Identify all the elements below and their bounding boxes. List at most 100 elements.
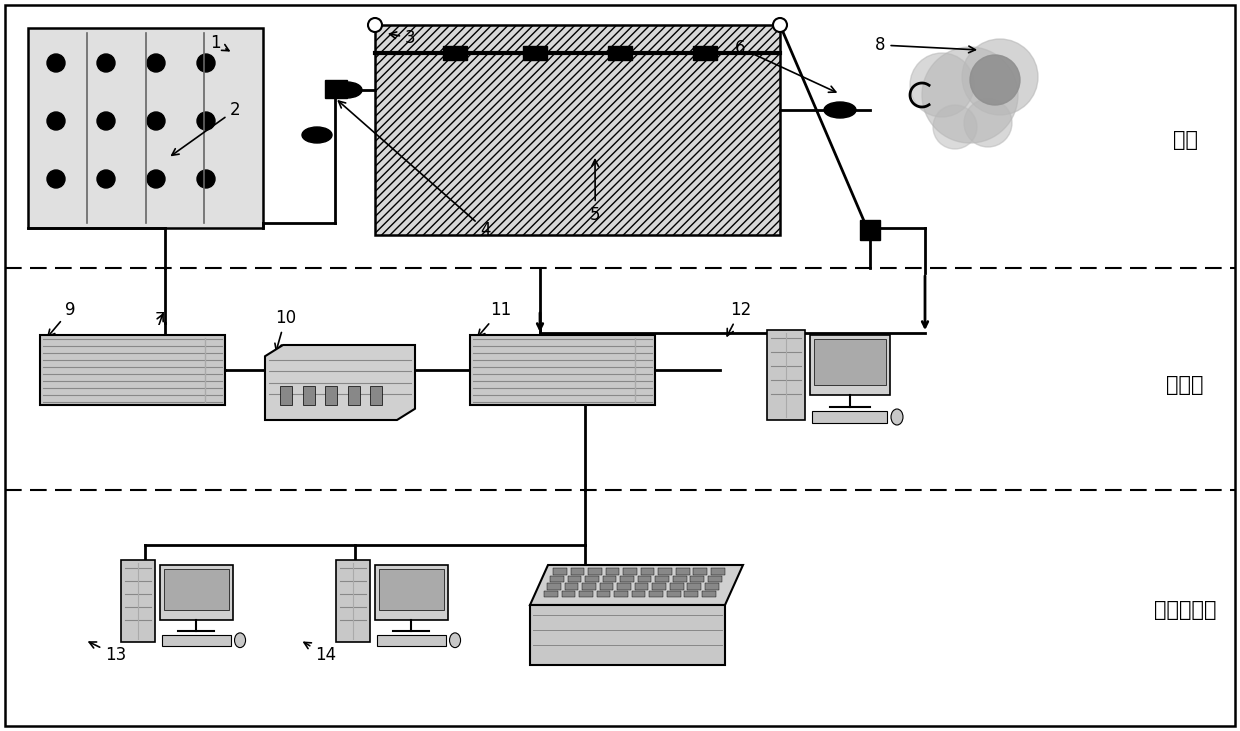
Polygon shape	[529, 605, 725, 665]
Bar	[711, 568, 724, 575]
Bar	[160, 565, 233, 620]
Bar	[553, 568, 567, 575]
Circle shape	[97, 170, 115, 188]
Bar	[568, 575, 582, 582]
Bar	[861, 220, 880, 240]
Circle shape	[923, 47, 1018, 143]
Bar	[588, 568, 601, 575]
Bar	[280, 386, 291, 405]
Text: 4: 4	[339, 101, 491, 239]
Bar	[374, 25, 780, 235]
Bar	[618, 583, 631, 589]
Bar	[122, 560, 155, 642]
Bar	[810, 335, 890, 395]
Bar	[691, 575, 704, 582]
Bar	[608, 46, 632, 60]
Text: 1: 1	[210, 34, 229, 52]
Bar	[631, 591, 645, 597]
Bar	[693, 46, 717, 60]
Bar	[655, 575, 668, 582]
Bar	[164, 569, 229, 610]
Circle shape	[773, 18, 787, 32]
Text: 11: 11	[477, 301, 511, 336]
Bar	[40, 335, 224, 405]
Bar	[684, 591, 698, 597]
Bar	[620, 575, 634, 582]
Bar	[551, 575, 564, 582]
Text: 5: 5	[590, 159, 600, 224]
Circle shape	[910, 53, 973, 117]
Bar	[676, 568, 689, 575]
Circle shape	[962, 39, 1038, 115]
Circle shape	[47, 170, 64, 188]
Bar	[658, 568, 672, 575]
Bar	[585, 575, 599, 582]
Bar	[652, 583, 666, 589]
Bar	[29, 28, 263, 228]
Bar	[370, 386, 382, 405]
Text: 现场: 现场	[1173, 130, 1198, 150]
Text: 8: 8	[875, 36, 976, 54]
Ellipse shape	[892, 409, 903, 425]
Bar	[347, 386, 360, 405]
Circle shape	[197, 170, 215, 188]
Bar	[379, 569, 444, 610]
Bar	[443, 46, 467, 60]
Bar	[579, 591, 593, 597]
Bar	[624, 568, 637, 575]
Bar	[614, 591, 627, 597]
Bar	[637, 575, 651, 582]
Ellipse shape	[450, 633, 460, 648]
Text: 6: 6	[735, 39, 836, 92]
Bar	[706, 583, 719, 589]
Bar	[570, 568, 584, 575]
Circle shape	[148, 112, 165, 130]
Bar	[768, 330, 805, 420]
Text: 15: 15	[560, 646, 582, 664]
Bar	[605, 568, 619, 575]
Bar	[702, 591, 715, 597]
Circle shape	[148, 54, 165, 72]
Circle shape	[963, 99, 1012, 147]
Ellipse shape	[825, 102, 856, 118]
Circle shape	[47, 112, 64, 130]
Text: 3: 3	[389, 29, 415, 47]
Bar	[813, 339, 887, 385]
Bar	[641, 568, 655, 575]
Circle shape	[97, 54, 115, 72]
Bar	[582, 583, 595, 589]
Text: 10: 10	[275, 309, 296, 351]
Bar	[600, 583, 614, 589]
Circle shape	[148, 170, 165, 188]
Bar	[325, 386, 337, 405]
Polygon shape	[265, 345, 415, 420]
Bar	[377, 635, 446, 645]
Circle shape	[197, 112, 215, 130]
Polygon shape	[529, 565, 743, 605]
Text: 13: 13	[89, 642, 126, 664]
Circle shape	[368, 18, 382, 32]
Bar	[635, 583, 649, 589]
Bar	[470, 335, 655, 405]
Bar	[650, 591, 663, 597]
Text: 14: 14	[304, 643, 336, 664]
Bar	[693, 568, 707, 575]
Bar	[547, 583, 560, 589]
Bar	[812, 411, 887, 423]
Text: 12: 12	[727, 301, 751, 336]
Bar	[303, 386, 315, 405]
Bar	[374, 565, 448, 620]
Bar	[687, 583, 701, 589]
Bar	[336, 560, 370, 642]
Circle shape	[970, 55, 1021, 105]
Circle shape	[47, 54, 64, 72]
Bar	[564, 583, 578, 589]
Bar	[523, 46, 547, 60]
Bar	[670, 583, 683, 589]
Bar	[562, 591, 575, 597]
Bar	[544, 591, 558, 597]
Bar	[162, 635, 231, 645]
Bar	[708, 575, 722, 582]
Circle shape	[197, 54, 215, 72]
Bar	[603, 575, 616, 582]
